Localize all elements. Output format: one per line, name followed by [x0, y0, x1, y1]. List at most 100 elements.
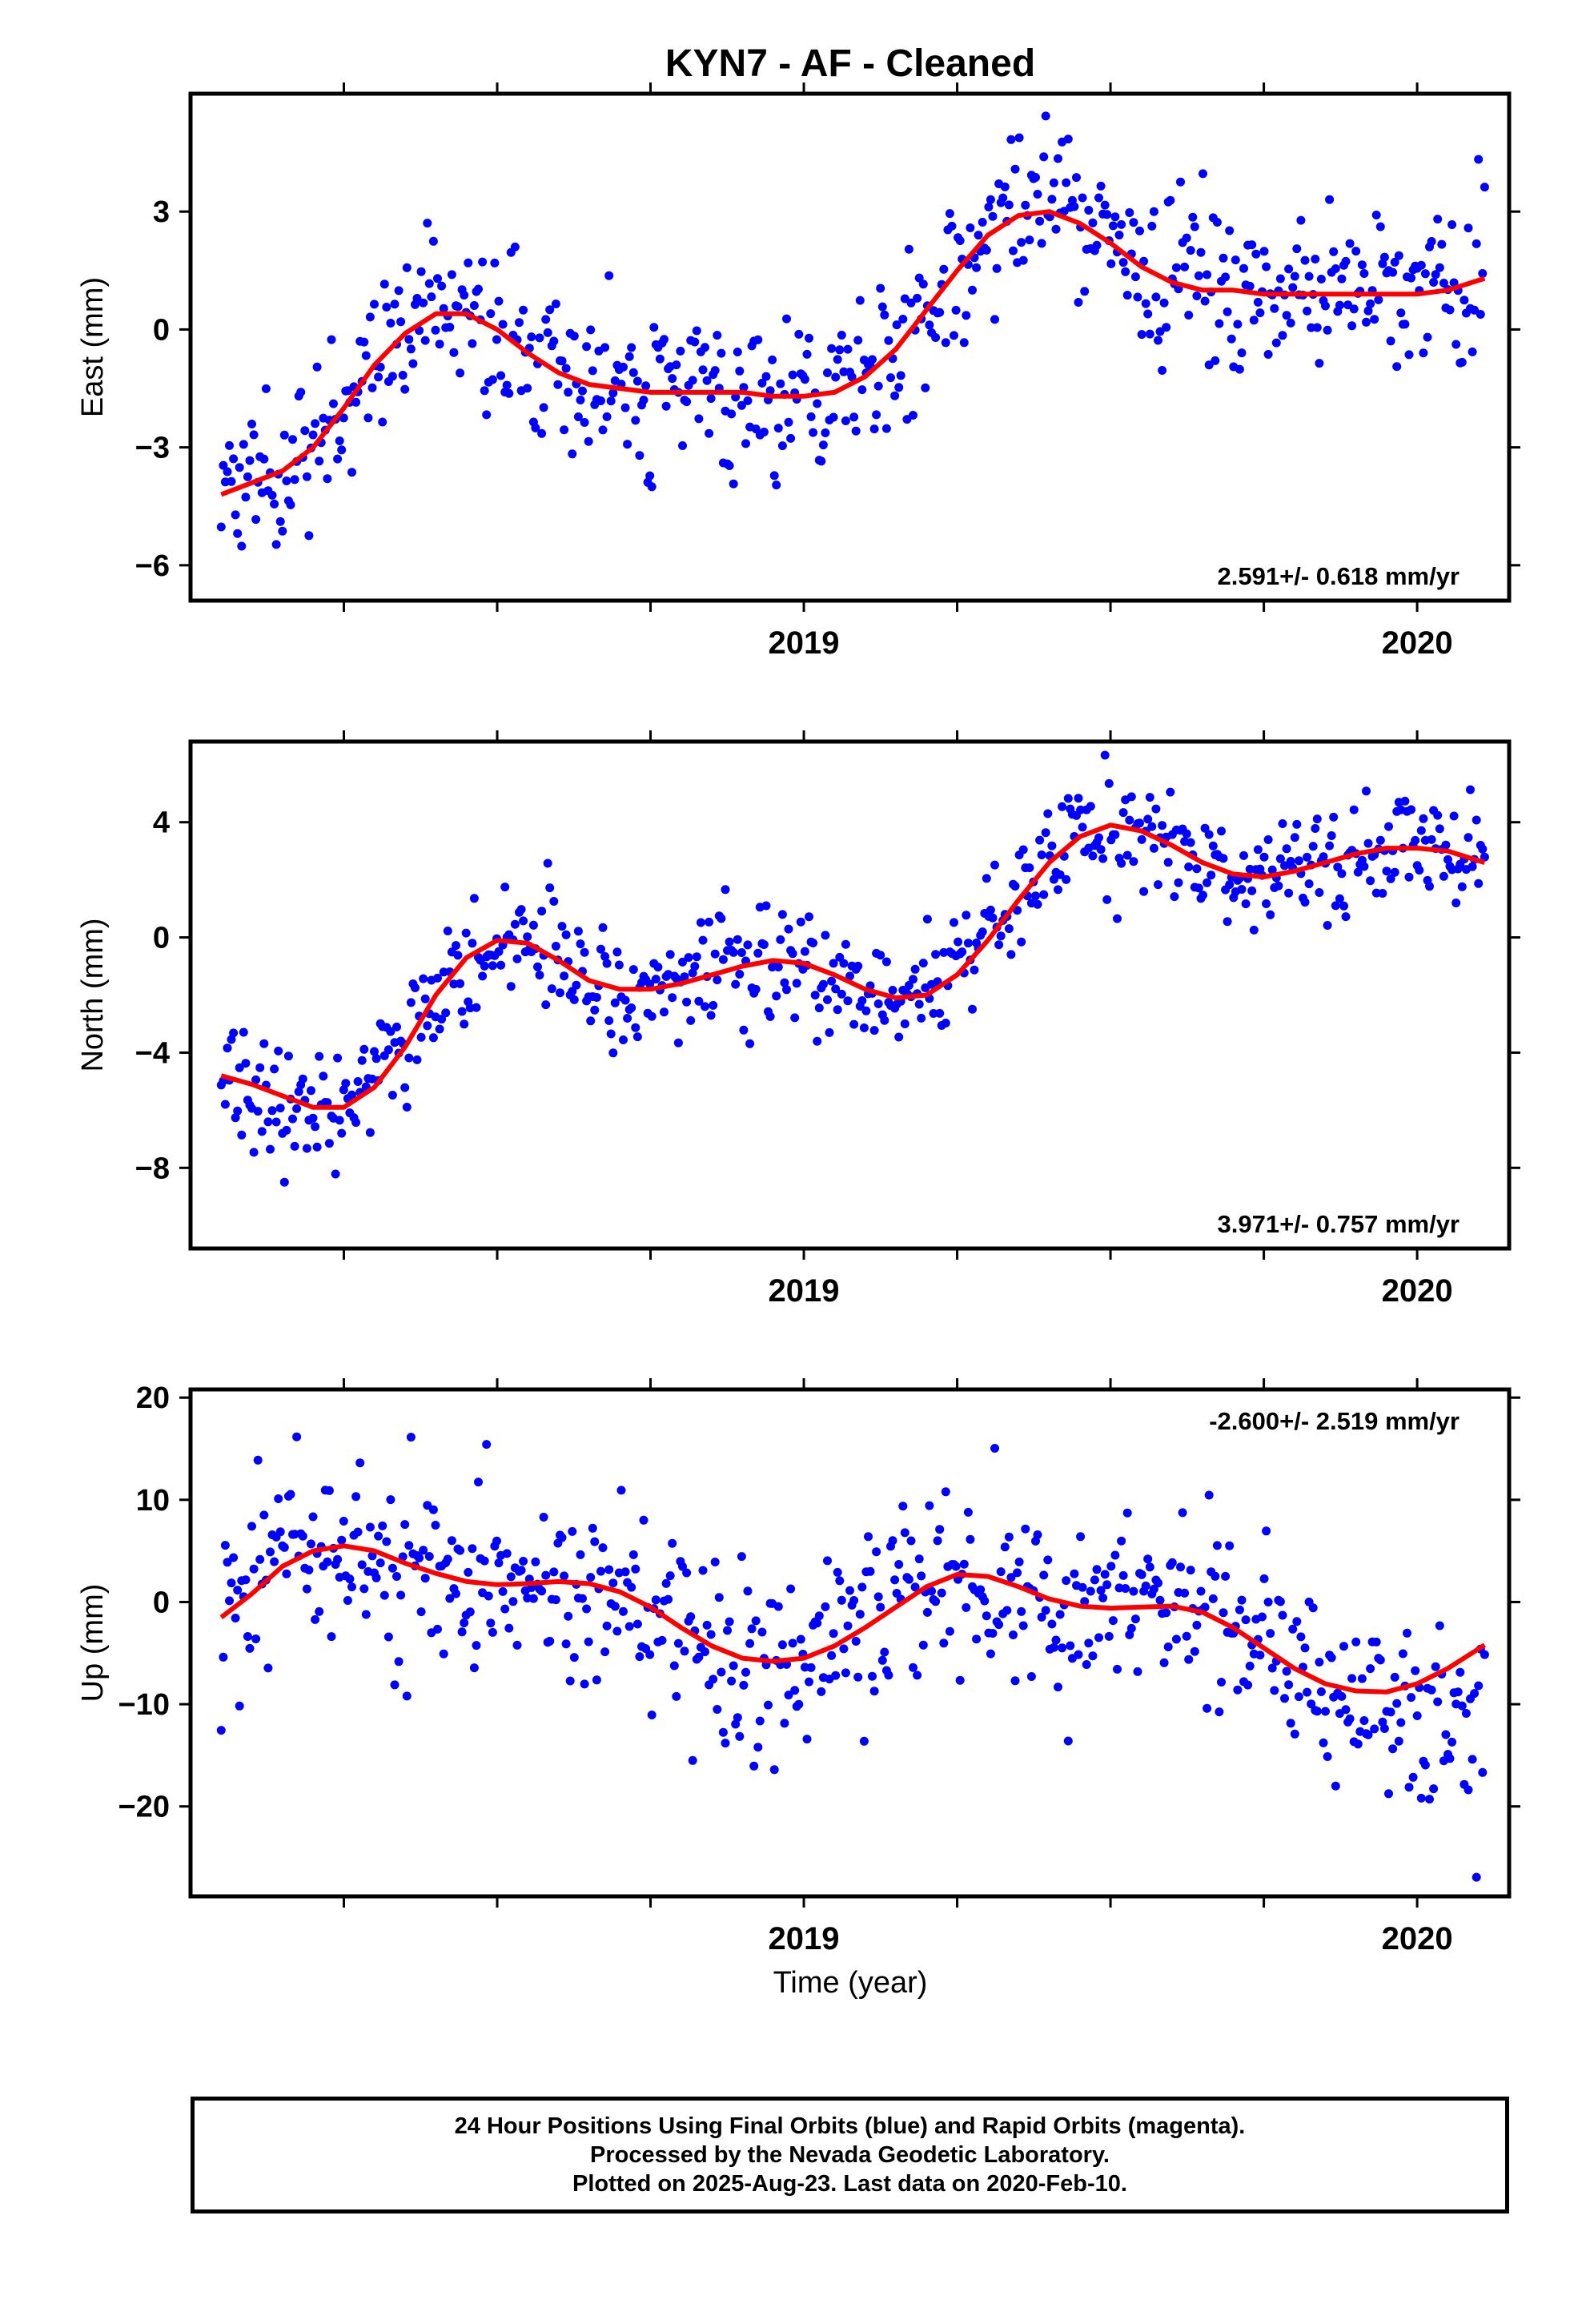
data-point: [1292, 244, 1302, 254]
data-point: [557, 356, 567, 366]
data-point: [931, 333, 941, 342]
data-point: [1400, 796, 1410, 806]
data-point: [267, 490, 277, 500]
data-point: [1180, 262, 1190, 271]
data-point: [890, 391, 900, 400]
data-point: [1388, 1744, 1398, 1754]
data-point: [963, 939, 973, 948]
data-point: [1331, 1781, 1340, 1791]
data-point: [1204, 1490, 1214, 1500]
footer-line-processed: Processed by the Nevada Geodetic Laborat…: [590, 2142, 1110, 2168]
data-point: [1433, 1697, 1443, 1707]
data-point: [506, 1572, 516, 1582]
data-point: [357, 1055, 367, 1065]
y-tick-label: 0: [153, 1586, 170, 1619]
data-point: [717, 348, 726, 358]
data-point: [859, 1736, 869, 1746]
data-point: [365, 1128, 375, 1137]
data-point: [686, 1015, 696, 1025]
data-point: [686, 1612, 696, 1622]
data-point: [690, 962, 700, 971]
data-point: [472, 1641, 481, 1651]
data-point: [1280, 861, 1289, 870]
data-point: [873, 1592, 883, 1602]
data-point: [351, 397, 361, 407]
data-point: [706, 1630, 716, 1639]
data-point: [1241, 1615, 1251, 1625]
data-point: [1370, 1724, 1379, 1734]
data-point: [404, 335, 414, 344]
data-point: [1362, 317, 1371, 327]
data-point: [1184, 311, 1194, 320]
data-point: [784, 417, 793, 427]
data-point: [869, 1687, 879, 1696]
data-point: [678, 957, 687, 967]
data-point: [951, 1562, 961, 1571]
data-point: [1275, 274, 1285, 283]
data-point: [1315, 888, 1324, 897]
data-point: [1076, 1532, 1086, 1542]
data-point: [1094, 1633, 1103, 1642]
data-point: [761, 372, 771, 381]
data-point: [966, 223, 975, 232]
data-point: [1221, 1571, 1231, 1581]
data-point: [1290, 1729, 1299, 1739]
data-point: [706, 394, 716, 404]
data-point: [881, 957, 891, 967]
data-point: [688, 968, 697, 978]
data-point: [437, 281, 447, 291]
data-point: [761, 901, 771, 911]
data-point: [894, 383, 904, 392]
data-point: [355, 1458, 365, 1468]
data-point: [1349, 304, 1359, 314]
data-point: [596, 396, 605, 405]
data-point: [1433, 215, 1443, 224]
data-point: [1468, 862, 1477, 871]
data-point: [1058, 802, 1067, 811]
data-point: [1341, 912, 1351, 922]
data-point: [1288, 283, 1298, 292]
data-point: [616, 1486, 626, 1495]
data-point: [739, 383, 749, 392]
data-point: [849, 1019, 859, 1029]
data-point: [996, 931, 1006, 941]
data-point: [324, 1486, 334, 1495]
data-point: [1188, 212, 1198, 222]
data-point: [619, 1035, 628, 1044]
data-point: [606, 1029, 616, 1039]
data-point: [1225, 1541, 1235, 1550]
data-point: [823, 368, 832, 377]
data-point: [645, 471, 655, 480]
data-point: [1088, 1651, 1098, 1661]
data-point: [1122, 1508, 1132, 1518]
data-point: [457, 1627, 467, 1637]
data-point: [1054, 154, 1062, 163]
data-point: [304, 531, 314, 541]
data-point: [304, 1566, 314, 1574]
data-point: [469, 894, 479, 903]
data-point: [900, 1528, 909, 1538]
data-point: [1480, 852, 1489, 862]
data-point: [1041, 828, 1050, 838]
data-point: [590, 1005, 600, 1015]
data-point: [431, 325, 440, 335]
data-point: [416, 1032, 426, 1042]
data-point: [1284, 888, 1294, 898]
data-point: [528, 920, 538, 930]
data-point: [743, 396, 753, 405]
data-point: [631, 1564, 640, 1574]
data-point: [1108, 1616, 1118, 1626]
data-point: [263, 1663, 273, 1673]
data-point: [333, 454, 343, 464]
data-point: [412, 294, 422, 303]
data-point: [216, 522, 226, 532]
data-point: [888, 986, 897, 995]
data-point: [632, 376, 642, 386]
data-point: [990, 860, 999, 870]
data-point: [225, 440, 234, 450]
data-point: [216, 1726, 226, 1735]
data-point: [323, 1098, 332, 1108]
data-point: [1219, 854, 1228, 863]
data-point: [990, 1444, 999, 1453]
data-point: [925, 320, 934, 330]
